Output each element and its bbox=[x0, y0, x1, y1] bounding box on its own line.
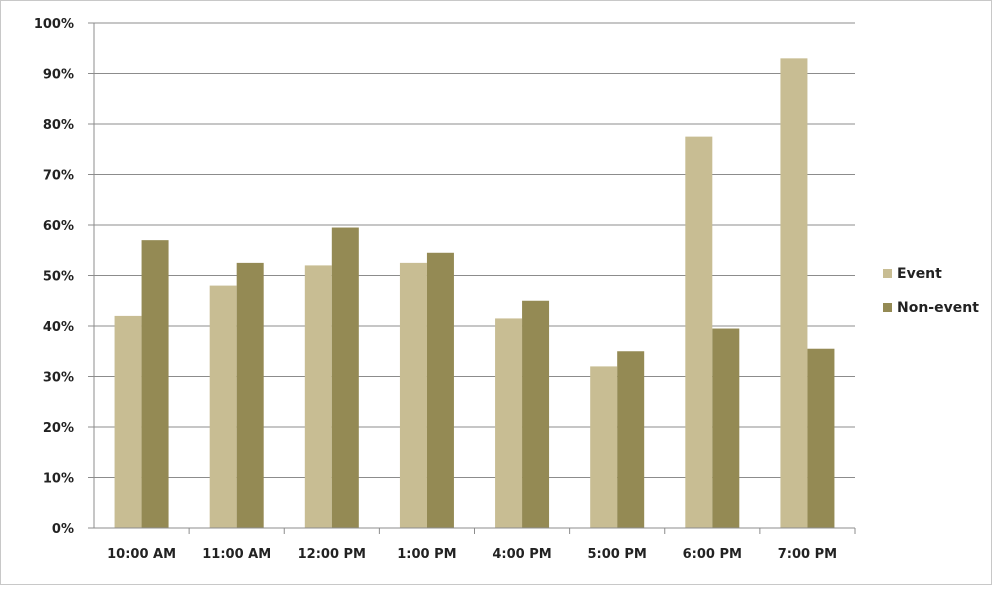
x-tick-label: 11:00 AM bbox=[202, 547, 271, 562]
x-tick-label: 4:00 PM bbox=[492, 547, 551, 562]
x-tick-label: 10:00 AM bbox=[107, 547, 176, 562]
y-tick-label: 80% bbox=[43, 118, 74, 133]
legend-swatch bbox=[883, 303, 892, 312]
bar-non-event bbox=[141, 240, 169, 528]
y-tick-label: 50% bbox=[43, 270, 74, 285]
y-tick-label: 0% bbox=[52, 522, 74, 537]
y-tick-label: 70% bbox=[43, 169, 74, 184]
y-tick-label: 90% bbox=[43, 68, 74, 83]
bar-event bbox=[685, 136, 713, 528]
bar-non-event bbox=[807, 348, 835, 528]
bar-event bbox=[209, 285, 237, 528]
x-tick-label: 6:00 PM bbox=[683, 547, 742, 562]
bar-non-event bbox=[331, 227, 359, 528]
bar-non-event bbox=[617, 351, 645, 528]
x-tick-label: 12:00 PM bbox=[298, 547, 366, 562]
legend: Event Non-event bbox=[883, 266, 979, 316]
y-tick-label: 40% bbox=[43, 320, 74, 335]
y-tick-label: 100% bbox=[34, 17, 74, 32]
bars bbox=[114, 58, 835, 528]
bar-event bbox=[590, 366, 618, 528]
axes: 0% 10% 20% 30% 40% 50% 60% 70% 80% 90% 100% 10:00 A… bbox=[34, 17, 856, 562]
y-tick-label: 20% bbox=[43, 421, 74, 436]
bar-event bbox=[495, 318, 523, 528]
legend-label: Non-event bbox=[897, 300, 979, 316]
bar-event bbox=[304, 265, 332, 528]
legend-label: Event bbox=[897, 266, 942, 282]
y-tick-label: 10% bbox=[43, 472, 74, 487]
y-tick-label: 30% bbox=[43, 371, 74, 386]
bar-non-event bbox=[712, 328, 740, 528]
bar-non-event bbox=[426, 252, 454, 528]
bar-non-event bbox=[522, 300, 550, 528]
x-tick-label: 5:00 PM bbox=[588, 547, 647, 562]
bar-event bbox=[114, 315, 142, 528]
x-tick-label: 1:00 PM bbox=[397, 547, 456, 562]
x-tick-label: 7:00 PM bbox=[778, 547, 837, 562]
legend-swatch bbox=[883, 269, 892, 278]
bar-event bbox=[780, 58, 808, 528]
bar-non-event bbox=[236, 262, 264, 528]
bar-event bbox=[399, 262, 427, 528]
y-tick-label: 60% bbox=[43, 219, 74, 234]
